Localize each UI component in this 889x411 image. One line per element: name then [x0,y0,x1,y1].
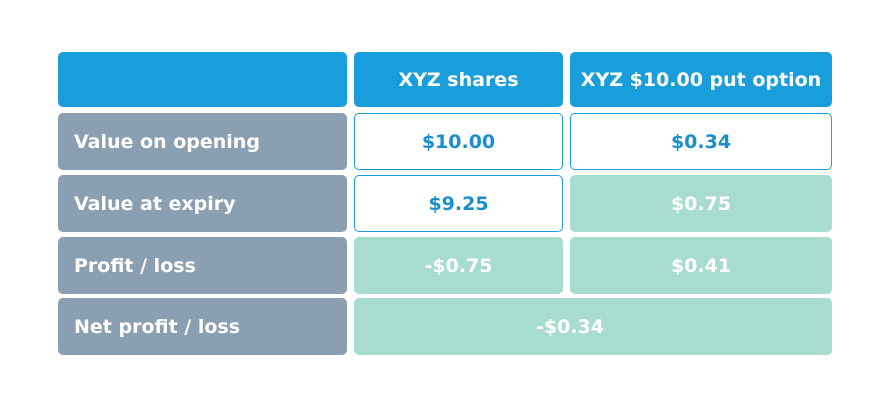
header-blank [58,52,347,107]
cell: $10.00 [354,113,563,170]
row-label: Value at expiry [58,175,347,232]
row-label: Value on opening [58,113,347,170]
column-header: XYZ shares [354,52,563,107]
row-label: Net profit / loss [58,298,347,355]
cell: $0.34 [570,113,832,170]
row-label: Profit / loss [58,237,347,294]
cell: $0.41 [570,237,832,294]
column-header: XYZ $10.00 put option [570,52,832,107]
merged-cell: -$0.34 [354,298,832,355]
cell: $0.75 [570,175,832,232]
cell: -$0.75 [354,237,563,294]
cell: $9.25 [354,175,563,232]
